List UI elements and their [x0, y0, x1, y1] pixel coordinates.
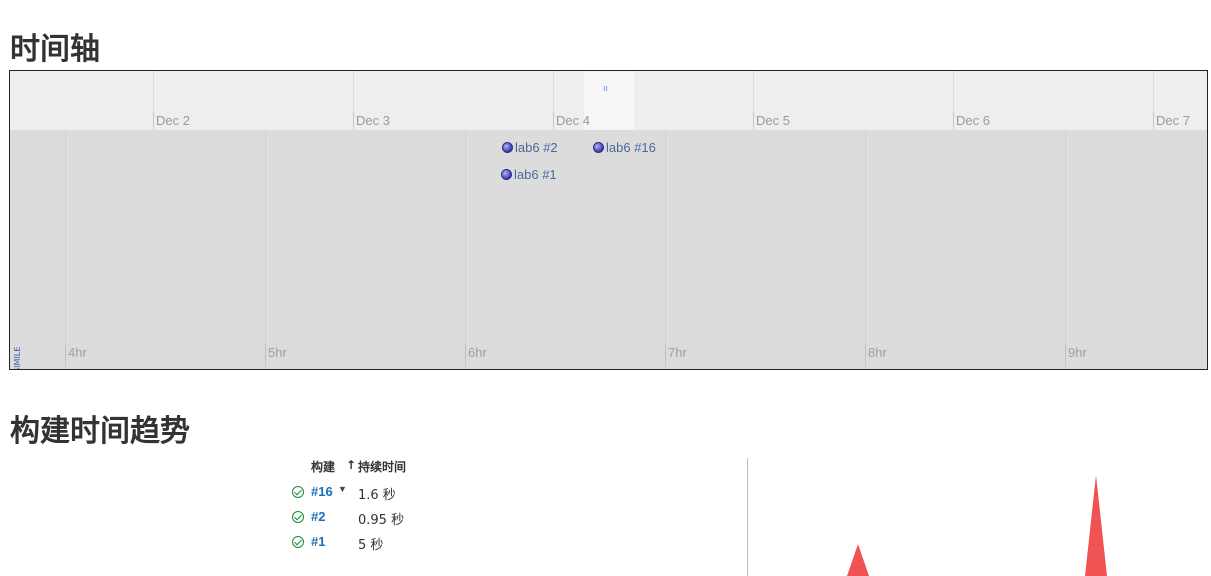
hour-gridline	[265, 130, 266, 369]
sort-arrow-icon[interactable]: ↑	[346, 458, 357, 472]
event-label: lab6 #2	[515, 140, 558, 155]
success-check-icon	[292, 486, 304, 498]
hour-tick-label: 6hr	[465, 344, 487, 362]
hour-tick-label: 4hr	[65, 344, 87, 362]
timeline-visible-range-highlight	[584, 71, 634, 130]
hour-tick-label: 7hr	[665, 344, 687, 362]
timeline-event[interactable]: lab6 #2	[502, 140, 558, 155]
build-duration: 0.95 秒	[358, 513, 405, 528]
timeline-hour-band[interactable]: 4hr 5hr 6hr 7hr 8hr 9hr lab6 #2 lab6 #16…	[10, 130, 1207, 369]
table-row: #16 ▼ 1.6 秒	[288, 484, 488, 505]
success-check-icon	[292, 536, 304, 548]
day-gridline	[353, 71, 354, 130]
table-row: #1 5 秒	[288, 534, 488, 555]
day-tick-label: Dec 5	[753, 112, 790, 130]
build-trend-heading: 构建时间趋势	[10, 414, 190, 449]
event-label: lab6 #1	[514, 167, 557, 182]
hour-tick-label: 9hr	[1065, 344, 1087, 362]
day-gridline	[753, 71, 754, 130]
hour-tick-label: 5hr	[265, 344, 287, 362]
hour-gridline	[665, 130, 666, 369]
day-tick-label: Dec 2	[153, 112, 190, 130]
hour-gridline	[865, 130, 866, 369]
day-tick-label: Dec 3	[353, 112, 390, 130]
build-link[interactable]: #2	[311, 509, 326, 524]
timeline-widget[interactable]: ıı Dec 2 Dec 3 Dec 4 Dec 5 Dec 6 Dec 7 4…	[9, 70, 1208, 370]
hour-tick-label: 8hr	[865, 344, 887, 362]
hour-gridline	[1065, 130, 1066, 369]
column-header-build[interactable]: 构建	[311, 460, 336, 474]
day-gridline	[553, 71, 554, 130]
day-tick-label: Dec 7	[1153, 112, 1190, 130]
build-trend-chart	[847, 475, 1107, 576]
day-tick-label: Dec 6	[953, 112, 990, 130]
hour-gridline	[465, 130, 466, 369]
duration-spike	[847, 544, 869, 576]
success-check-icon	[292, 511, 304, 523]
event-dot-icon	[502, 142, 513, 154]
timeline-credit: Timeline © SIMILE	[13, 347, 22, 369]
build-link[interactable]: #16	[311, 484, 333, 499]
build-duration: 1.6 秒	[358, 488, 396, 503]
event-dot-icon	[501, 169, 512, 181]
day-gridline	[153, 71, 154, 130]
day-tick-label: Dec 4	[553, 112, 590, 130]
column-header-duration[interactable]: 持续时间	[358, 460, 407, 474]
build-duration: 5 秒	[358, 538, 384, 553]
timeline-event[interactable]: lab6 #16	[593, 140, 656, 155]
timeline-range-marker: ıı	[603, 83, 609, 93]
duration-spike	[1085, 475, 1107, 576]
timeline-heading: 时间轴	[10, 32, 100, 67]
build-link[interactable]: #1	[311, 534, 326, 549]
hour-gridline	[65, 130, 66, 369]
chart-axis-line	[747, 458, 748, 576]
chevron-down-icon[interactable]: ▼	[338, 484, 347, 494]
event-dot-icon	[593, 142, 604, 154]
timeline-event[interactable]: lab6 #1	[501, 167, 557, 182]
event-label: lab6 #16	[606, 140, 656, 155]
day-gridline	[1153, 71, 1154, 130]
table-row: #2 0.95 秒	[288, 509, 488, 530]
timeline-day-band[interactable]: ıı Dec 2 Dec 3 Dec 4 Dec 5 Dec 6 Dec 7	[10, 71, 1207, 130]
day-gridline	[953, 71, 954, 130]
